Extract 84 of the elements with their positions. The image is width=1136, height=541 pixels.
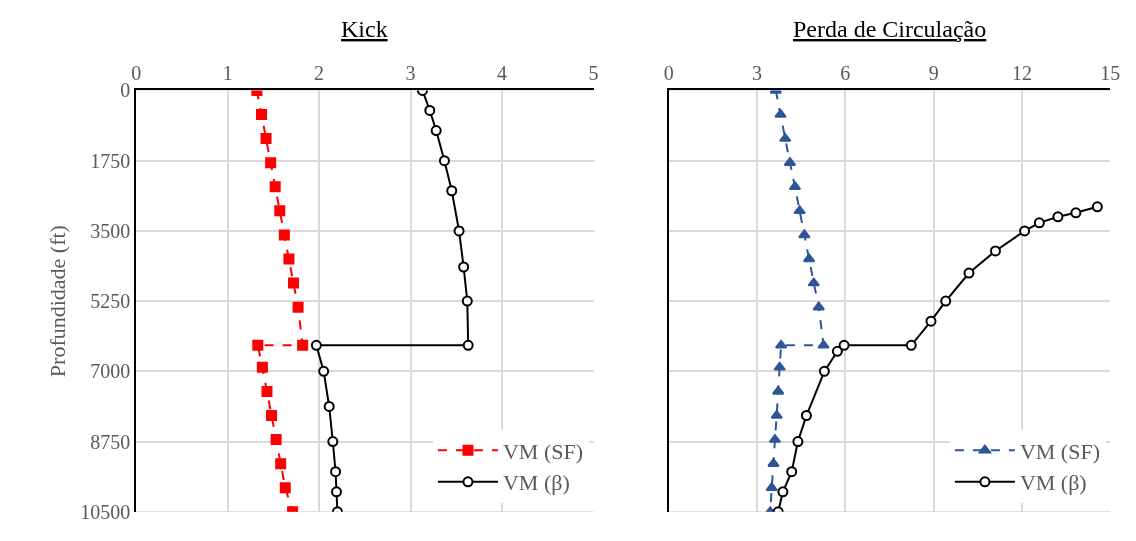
- x-tick-label: 12: [1011, 62, 1032, 85]
- point: [266, 410, 278, 422]
- point: [818, 365, 830, 377]
- point: [424, 104, 436, 116]
- x-tick-label: 15: [1100, 62, 1121, 85]
- point: [265, 157, 277, 169]
- point: [287, 277, 299, 289]
- point: [786, 466, 798, 478]
- point: [323, 400, 335, 412]
- x-tick-label: 3: [751, 62, 762, 85]
- point: [798, 229, 811, 239]
- chart-title: Kick: [341, 16, 388, 42]
- point: [327, 436, 339, 448]
- x-tick-label: 0: [663, 62, 674, 85]
- x-tick-label: 9: [928, 62, 939, 85]
- point: [1052, 211, 1064, 223]
- point: [771, 385, 785, 395]
- point: [318, 365, 330, 377]
- point: [802, 253, 816, 263]
- point: [260, 133, 272, 145]
- point: [793, 205, 806, 215]
- chart-title: Perda de Circulação: [793, 16, 987, 42]
- x-tick-label: 2: [314, 62, 325, 85]
- legend-label: VM (β): [1019, 470, 1087, 496]
- point: [1033, 217, 1045, 229]
- point: [330, 486, 342, 498]
- point: [275, 458, 287, 470]
- point: [812, 301, 825, 311]
- point: [765, 482, 778, 492]
- point: [925, 315, 937, 327]
- point: [446, 185, 458, 197]
- point: [1019, 225, 1031, 237]
- x-tick-label: 1: [222, 62, 233, 85]
- point: [774, 339, 788, 349]
- legend-label: VM (SF): [1019, 438, 1100, 464]
- y-tick-label: 10500: [80, 500, 131, 523]
- point: [430, 125, 442, 137]
- point: [330, 466, 342, 478]
- point: [274, 205, 286, 217]
- point: [774, 108, 787, 118]
- point: [807, 277, 820, 287]
- point: [940, 295, 952, 307]
- point: [252, 339, 264, 351]
- point: [461, 295, 473, 307]
- y-axis-title: Profundidade (ft): [45, 225, 71, 378]
- point: [989, 245, 1001, 257]
- y-tick-label: 8750: [90, 430, 131, 453]
- point: [777, 486, 789, 498]
- point: [270, 434, 282, 446]
- point: [905, 339, 917, 351]
- point: [1070, 207, 1082, 219]
- x-tick-label: 4: [497, 62, 508, 85]
- point: [773, 361, 786, 371]
- legend-label: VM (β): [502, 470, 570, 496]
- y-tick-label: 0: [120, 79, 131, 102]
- point: [963, 267, 975, 279]
- point: [838, 339, 850, 351]
- y-tick-label: 3500: [90, 219, 131, 242]
- point: [269, 181, 281, 193]
- point: [261, 385, 273, 397]
- y-tick-label: 1750: [90, 149, 131, 172]
- point: [256, 361, 268, 373]
- point: [255, 108, 267, 120]
- point: [297, 339, 309, 351]
- y-tick-label: 5250: [90, 290, 131, 313]
- point: [283, 253, 295, 265]
- point: [453, 225, 465, 237]
- x-tick-label: 6: [840, 62, 851, 85]
- legend-label: VM (SF): [502, 438, 584, 464]
- point: [438, 155, 450, 167]
- point: [279, 482, 291, 494]
- point: [278, 229, 290, 241]
- point: [310, 339, 322, 351]
- point: [462, 339, 474, 351]
- point: [792, 436, 804, 448]
- y-tick-label: 7000: [90, 360, 131, 383]
- x-tick-label: 3: [405, 62, 416, 85]
- point: [458, 261, 470, 273]
- point: [800, 410, 812, 421]
- point: [831, 345, 843, 357]
- point: [292, 301, 304, 313]
- point: [817, 339, 830, 349]
- point: [1091, 201, 1103, 213]
- x-tick-label: 5: [588, 62, 599, 85]
